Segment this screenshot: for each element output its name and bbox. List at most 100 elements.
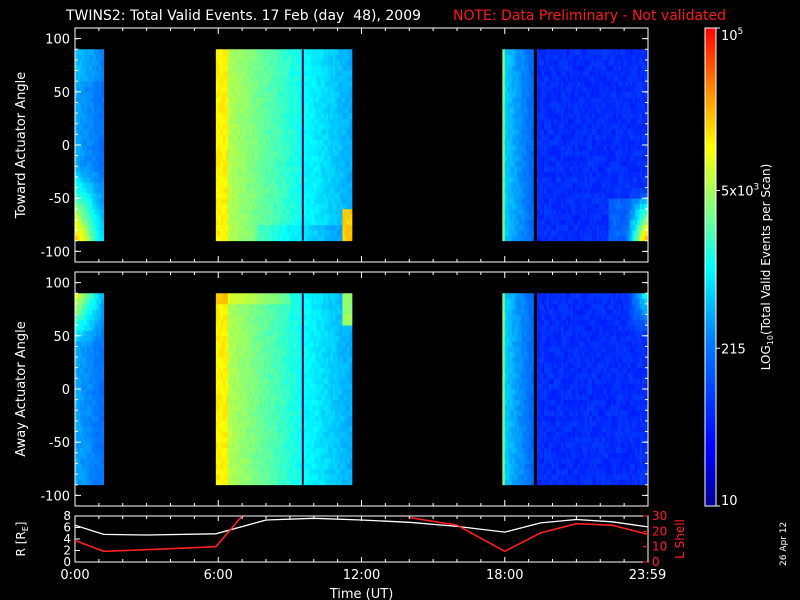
heatmap-cell <box>337 208 341 215</box>
heatmap-cell <box>254 150 257 157</box>
heatmap-cell <box>630 102 633 109</box>
heatmap-cell <box>514 59 518 66</box>
heatmap-cell <box>289 160 293 167</box>
heatmap-cell <box>599 160 602 167</box>
heatmap-cell <box>556 214 559 220</box>
heatmap-cell <box>634 203 638 210</box>
heatmap-cell <box>618 176 621 183</box>
heatmap-cell <box>79 214 83 220</box>
heatmap-cell <box>618 166 621 172</box>
heatmap-cell <box>328 97 331 103</box>
heatmap-cell <box>79 129 83 135</box>
heatmap-cell <box>86 150 90 157</box>
heatmap-cell <box>608 219 612 226</box>
heatmap-cell <box>608 155 612 162</box>
heatmap-cell <box>306 123 310 130</box>
heatmap-cell <box>220 107 224 114</box>
heatmap-cell <box>96 219 100 226</box>
data-block-toward-2 <box>502 49 534 242</box>
heatmap-cell <box>82 431 85 438</box>
heatmap-cell <box>599 203 602 210</box>
heatmap-cell <box>526 145 530 151</box>
heatmap-cell <box>84 293 88 299</box>
heatmap-cell <box>634 166 638 172</box>
heatmap-cell <box>86 394 90 401</box>
heatmap-cell <box>246 187 250 194</box>
heatmap-cell <box>615 91 619 98</box>
heatmap-cell <box>615 155 619 162</box>
heatmap-cell <box>601 59 605 66</box>
heatmap-cell <box>644 75 648 82</box>
heatmap-cell <box>277 97 281 103</box>
heatmap-cell <box>330 81 334 87</box>
heatmap-cell <box>637 75 641 82</box>
heatmap-cell <box>514 139 518 146</box>
heatmap-cell <box>519 155 522 162</box>
heatmap-cell <box>232 235 236 242</box>
heatmap-cell <box>622 192 626 199</box>
heatmap-cell <box>289 235 293 242</box>
heatmap-cell <box>630 139 633 146</box>
heatmap-cell <box>347 70 350 77</box>
heatmap-cell <box>606 97 610 103</box>
heatmap-cell <box>232 208 236 215</box>
heatmap-cell <box>287 86 291 93</box>
heatmap-cell <box>258 129 262 135</box>
heatmap-cell <box>275 81 279 87</box>
data-block-toward-0 <box>75 49 105 242</box>
heatmap-cell <box>256 182 260 188</box>
heatmap-cell <box>313 235 317 242</box>
heatmap-cell <box>86 139 90 146</box>
heatmap-cell <box>539 59 543 66</box>
heatmap-cell <box>519 70 522 77</box>
heatmap-cell <box>509 182 513 188</box>
heatmap-cell <box>282 97 286 103</box>
heatmap-cell <box>275 49 279 55</box>
heatmap-cell <box>239 219 243 226</box>
heatmap-cell <box>599 230 602 236</box>
heatmap-cell <box>335 75 339 82</box>
heatmap-cell <box>275 208 279 215</box>
heatmap-cell <box>332 145 336 151</box>
heatmap-cell <box>536 123 540 130</box>
heatmap-cell <box>282 166 286 172</box>
heatmap-cell <box>531 91 534 98</box>
heatmap-cell <box>101 230 105 236</box>
heatmap-cell <box>270 198 274 204</box>
heatmap-cell <box>575 59 578 66</box>
heatmap-cell <box>215 208 219 215</box>
heatmap-cell <box>335 118 339 125</box>
heatmap-cell <box>637 150 641 157</box>
heatmap-cell <box>89 192 93 199</box>
heatmap-cell <box>311 176 315 183</box>
heatmap-cell <box>311 160 315 167</box>
heatmap-cell <box>570 182 574 188</box>
heatmap-cell <box>256 91 260 98</box>
heatmap-cell <box>575 160 578 167</box>
heatmap-cell <box>234 187 238 194</box>
heatmap-cell <box>608 81 612 87</box>
heatmap-cell <box>625 113 629 119</box>
heatmap-cell <box>615 203 619 210</box>
heatmap-cell <box>603 97 607 103</box>
heatmap-cell <box>570 224 574 231</box>
heatmap-cell <box>77 383 81 390</box>
heatmap-cell <box>644 230 648 236</box>
heatmap-cell <box>263 118 267 125</box>
heatmap-cell <box>613 134 617 141</box>
heatmap-cell <box>606 134 610 141</box>
heatmap-cell <box>544 70 547 77</box>
heatmap-cell <box>546 118 550 125</box>
heatmap-cell <box>584 134 588 141</box>
heatmap-cell <box>539 65 543 71</box>
heatmap-cell <box>232 166 236 172</box>
heatmap-cell <box>560 81 564 87</box>
heatmap-cell <box>572 86 576 93</box>
heatmap-cell <box>94 145 97 151</box>
heatmap-cell <box>551 145 555 151</box>
heatmap-cell <box>639 160 643 167</box>
heatmap-cell <box>96 155 100 162</box>
heatmap-cell <box>622 235 626 242</box>
heatmap-cell <box>86 65 90 71</box>
heatmap-cell <box>541 54 545 61</box>
